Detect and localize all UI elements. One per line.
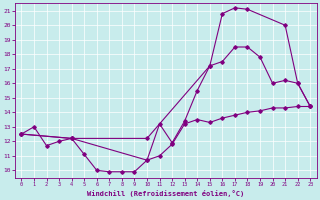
X-axis label: Windchill (Refroidissement éolien,°C): Windchill (Refroidissement éolien,°C) [87, 190, 244, 197]
